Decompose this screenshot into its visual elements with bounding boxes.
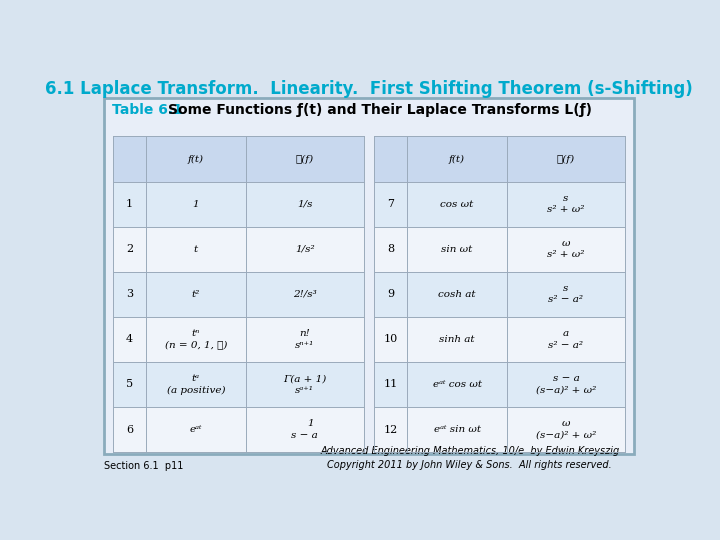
Text: Γ(a + 1)
sᵃ⁺¹: Γ(a + 1) sᵃ⁺¹ [283,374,326,395]
Text: 6: 6 [126,424,133,435]
Text: 1
s − a: 1 s − a [292,420,318,440]
Text: ℒ(f): ℒ(f) [296,154,314,164]
Text: f(t): f(t) [449,154,465,164]
Text: eᵃᵗ cos ωt: eᵃᵗ cos ωt [433,380,482,389]
Text: Table 6.1: Table 6.1 [112,103,187,117]
Text: Section 6.1  p11: Section 6.1 p11 [104,461,184,471]
Text: tⁿ
(n = 0, 1, ⋯): tⁿ (n = 0, 1, ⋯) [165,329,227,349]
Text: eᵃᵗ: eᵃᵗ [189,425,202,434]
Text: cos ωt: cos ωt [441,200,474,208]
Text: n!
sⁿ⁺¹: n! sⁿ⁺¹ [295,329,315,349]
Text: 6.1 Laplace Transform.  Linearity.  First Shifting Theorem (s-Shifting): 6.1 Laplace Transform. Linearity. First … [45,80,693,98]
Text: tᵃ
(a positive): tᵃ (a positive) [166,374,225,395]
Text: sinh at: sinh at [439,335,474,344]
Bar [113,362,364,407]
Text: 1/s: 1/s [297,200,312,208]
Text: Advanced Engineering Mathematics, 10/e  by Edwin Kreyszig
Copyright 2011 by John: Advanced Engineering Mathematics, 10/e b… [320,446,619,470]
Text: s
s² + ω²: s s² + ω² [547,194,585,214]
Text: 7: 7 [387,199,394,209]
Bar [374,362,625,407]
Bar [113,317,364,362]
Text: 1: 1 [192,200,199,208]
Bar [374,181,625,227]
Text: 3: 3 [126,289,133,299]
Text: Some Functions ƒ(t) and Their Laplace Transforms L(ƒ): Some Functions ƒ(t) and Their Laplace Tr… [168,103,592,117]
Bar [113,407,364,452]
Bar [374,227,625,272]
Text: 8: 8 [387,244,395,254]
Text: t²: t² [192,290,200,299]
Bar [374,317,625,362]
Text: 1: 1 [126,199,133,209]
Text: cosh at: cosh at [438,290,476,299]
Text: 4: 4 [126,334,133,345]
Text: 1/s²: 1/s² [295,245,315,254]
Text: a
s² − a²: a s² − a² [549,329,583,349]
Text: ℒ(f): ℒ(f) [557,154,575,164]
Text: 12: 12 [384,424,398,435]
Text: ω
s² + ω²: ω s² + ω² [547,239,585,259]
Bar [113,272,364,317]
Bar [113,227,364,272]
Bar [374,137,625,181]
Text: 5: 5 [126,380,133,389]
Bar [113,181,364,227]
Bar [374,272,625,317]
Text: 2!/s³: 2!/s³ [293,290,317,299]
Bar [113,137,364,181]
Text: t: t [194,245,198,254]
Bar [104,98,634,454]
Bar [374,407,625,452]
Text: f(t): f(t) [188,154,204,164]
Text: eᵃᵗ sin ωt: eᵃᵗ sin ωt [433,425,480,434]
Text: 2: 2 [126,244,133,254]
Text: 11: 11 [384,380,398,389]
Text: 10: 10 [384,334,398,345]
Text: s
s² − a²: s s² − a² [549,284,583,305]
Text: sin ωt: sin ωt [441,245,472,254]
Text: 9: 9 [387,289,395,299]
Text: s − a
(s−a)² + ω²: s − a (s−a)² + ω² [536,374,596,395]
Text: ω
(s−a)² + ω²: ω (s−a)² + ω² [536,420,596,440]
